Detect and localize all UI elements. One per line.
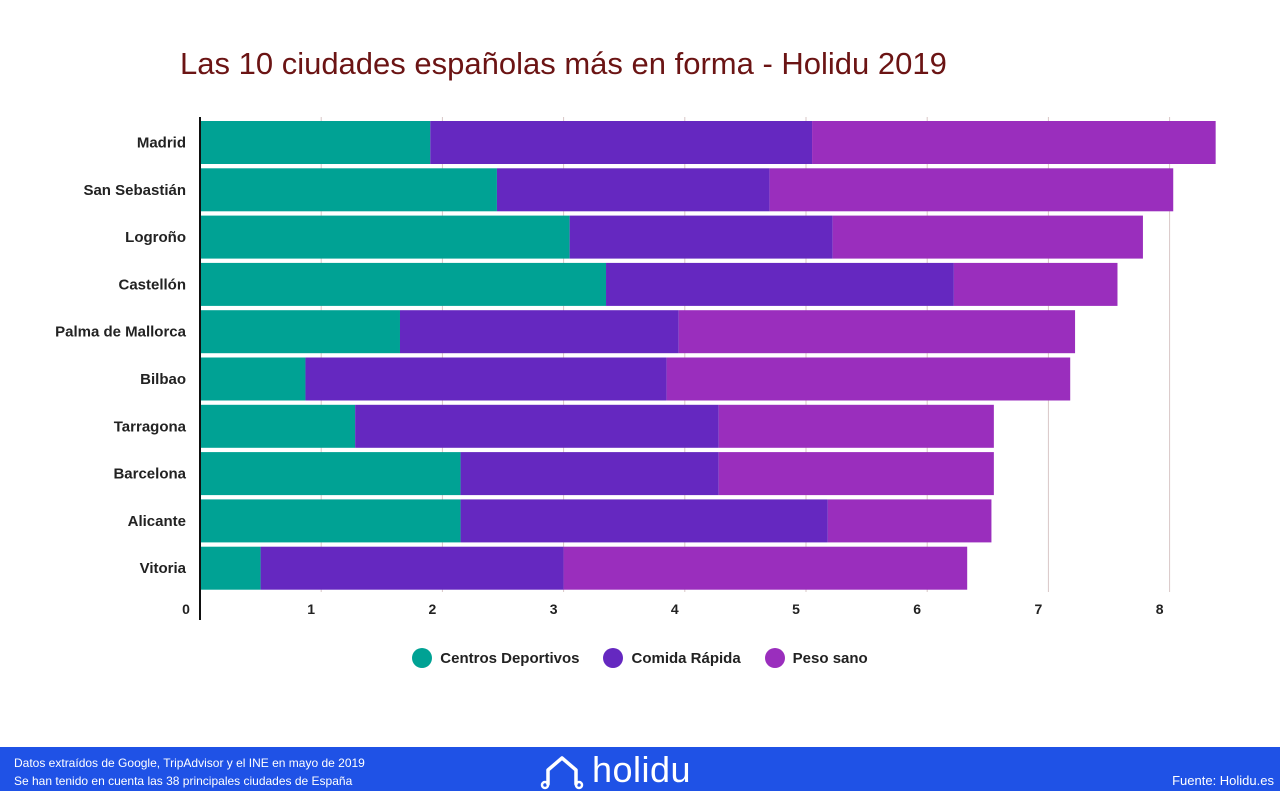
x-tick-label: 8	[1156, 601, 1164, 617]
bar-segment	[832, 215, 1143, 259]
bar-segment	[200, 121, 431, 164]
category-label: Tarragona	[114, 418, 187, 435]
x-tick-label: 7	[1035, 601, 1043, 617]
bar-segment	[200, 452, 461, 496]
footer-note-data-sources: Datos extraídos de Google, TripAdvisor y…	[14, 756, 365, 770]
bar-segment	[200, 499, 461, 543]
bar-segment	[812, 121, 1216, 164]
bar-segment	[718, 452, 994, 496]
bar-segment	[460, 499, 828, 543]
category-label: Alicante	[128, 513, 186, 530]
footer-source: Fuente: Holidu.es	[1172, 773, 1274, 788]
bar-segment	[666, 357, 1071, 401]
legend-label: Centros Deportivos	[440, 649, 580, 667]
bar-segment	[200, 215, 570, 259]
bar-segment	[200, 310, 400, 354]
category-label: San Sebastián	[83, 182, 186, 199]
legend-item: Peso sano	[764, 648, 868, 668]
bar-segment	[953, 262, 1118, 306]
x-tick-labels: 0 1 2 3 4 5 6 7 8	[182, 601, 1164, 617]
legend-swatch	[764, 648, 785, 668]
category-label: Castellón	[118, 276, 186, 293]
house-icon	[540, 756, 584, 790]
bar-segment	[430, 121, 813, 164]
category-labels: Madrid San Sebastián Logroño Castellón Palma…	[55, 135, 187, 578]
bar-segment	[678, 310, 1076, 354]
bar-segment	[460, 452, 719, 496]
bars	[200, 121, 1216, 590]
bar-segment	[563, 546, 968, 590]
x-tick-label: 0	[182, 601, 190, 617]
legend-item: Centros Deportivos	[412, 648, 579, 668]
category-label: Vitoria	[140, 560, 187, 577]
category-label: Barcelona	[113, 466, 186, 483]
bar-segment	[827, 499, 992, 543]
bar-segment	[200, 262, 607, 306]
bar-chart: Madrid San Sebastián Logroño Castellón Palma…	[55, 117, 1216, 620]
x-tick-label: 5	[792, 601, 800, 617]
footer-note-cities: Se han tenido en cuenta las 38 principal…	[14, 774, 353, 788]
bar-segment	[496, 168, 770, 212]
category-label: Logroño	[125, 229, 186, 246]
holidu-logo[interactable]: holidu	[540, 749, 691, 791]
bar-segment	[355, 404, 719, 448]
brand-name: holidu	[592, 749, 692, 790]
legend-item: Comida Rápida	[603, 648, 741, 668]
x-tick-label: 3	[550, 601, 558, 617]
bar-segment	[200, 168, 497, 212]
bar-segment	[769, 168, 1174, 212]
bar-segment	[200, 357, 306, 401]
footer-bar: Datos extraídos de Google, TripAdvisor y…	[0, 747, 1280, 791]
legend-label: Comida Rápida	[631, 649, 741, 667]
legend: Centros Deportivos Comida Rápida Peso sano	[0, 648, 1280, 668]
x-tick-label: 6	[913, 601, 921, 617]
bar-segment	[200, 546, 261, 590]
x-tick-label: 2	[429, 601, 437, 617]
bar-segment	[200, 404, 356, 448]
legend-swatch	[412, 648, 433, 668]
chart-title: Las 10 ciudades españolas más en forma -…	[180, 46, 947, 81]
bar-segment	[606, 262, 954, 306]
bar-segment	[718, 404, 994, 448]
x-tick-label: 1	[307, 601, 315, 617]
legend-swatch	[603, 648, 624, 668]
bar-segment	[260, 546, 564, 590]
category-label: Palma de Mallorca	[55, 324, 187, 341]
category-label: Madrid	[137, 135, 186, 152]
bar-segment	[569, 215, 833, 259]
bar-segment	[399, 310, 679, 354]
legend-label: Peso sano	[792, 649, 868, 667]
category-label: Bilbao	[140, 371, 186, 388]
x-tick-label: 4	[671, 601, 679, 617]
bar-segment	[305, 357, 667, 401]
